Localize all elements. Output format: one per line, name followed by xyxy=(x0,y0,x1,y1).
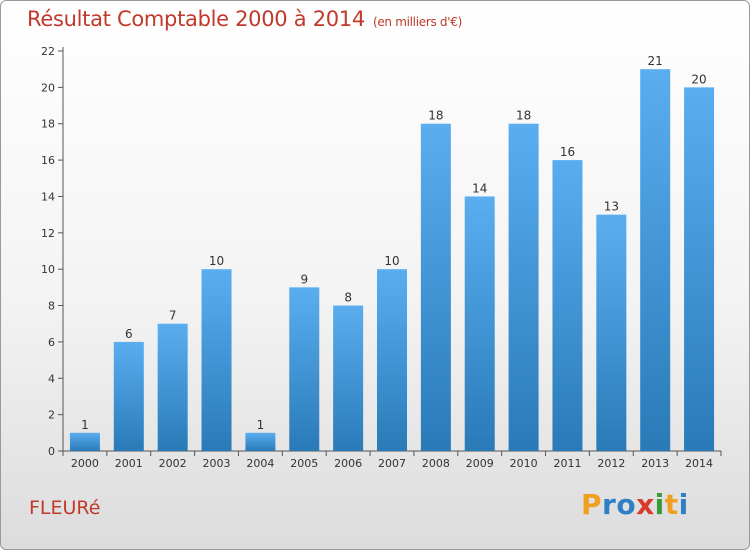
x-tick-label: 2010 xyxy=(510,457,538,470)
y-tick-label: 8 xyxy=(48,300,55,313)
bar-value-label: 10 xyxy=(384,254,399,268)
bar-2010 xyxy=(508,123,539,452)
bar-value-label: 13 xyxy=(604,200,619,214)
bar-value-label: 14 xyxy=(472,181,487,195)
y-tick-label: 10 xyxy=(41,263,55,276)
bar-2002 xyxy=(157,323,188,451)
bar-2005 xyxy=(289,287,320,451)
x-tick-label: 2009 xyxy=(466,457,494,470)
x-tick-label: 2011 xyxy=(553,457,581,470)
bar-2014 xyxy=(684,87,715,451)
y-tick-label: 20 xyxy=(41,81,55,94)
bar-value-label: 1 xyxy=(257,418,265,432)
y-tick-label: 12 xyxy=(41,227,55,240)
logo-letter: r xyxy=(602,488,617,521)
x-tick-label: 2003 xyxy=(203,457,231,470)
bar-2006 xyxy=(333,305,364,451)
bar-value-label: 18 xyxy=(516,109,531,123)
x-tick-label: 2007 xyxy=(378,457,406,470)
bar-2004 xyxy=(245,432,276,451)
bar-2001 xyxy=(113,341,144,451)
y-tick-label: 16 xyxy=(41,154,55,167)
x-tick-label: 2006 xyxy=(334,457,362,470)
x-tick-label: 2005 xyxy=(290,457,318,470)
commune-name: FLEURé xyxy=(29,497,101,519)
logo-letter: i xyxy=(654,488,665,521)
x-tick-label: 2000 xyxy=(71,457,99,470)
bar-2011 xyxy=(552,160,583,451)
bar-value-label: 10 xyxy=(209,254,224,268)
bar-value-label: 6 xyxy=(125,327,133,341)
bar-value-label: 9 xyxy=(300,272,308,286)
bar-2013 xyxy=(640,69,671,451)
y-tick-label: 18 xyxy=(41,118,55,131)
logo-letter: i xyxy=(678,488,689,521)
y-tick-label: 4 xyxy=(48,372,55,385)
bar-value-label: 8 xyxy=(344,291,352,305)
logo-letter: P xyxy=(581,488,603,521)
bar-value-label: 7 xyxy=(169,309,177,323)
bar-value-label: 18 xyxy=(428,109,443,123)
chart-labels: 1 2000 6 2001 7 2002 10 2003 1 2004 9 2005 8 2006 10 20… xyxy=(71,54,713,470)
logo-letter: x xyxy=(636,488,655,521)
bar-value-label: 20 xyxy=(691,72,706,86)
bar-value-label: 21 xyxy=(648,54,663,68)
x-tick-label: 2008 xyxy=(422,457,450,470)
chart-title: Résultat Comptable 2000 à 2014 (en millie… xyxy=(27,7,462,31)
bar-2008 xyxy=(420,123,451,452)
bar-value-label: 1 xyxy=(81,418,89,432)
logo-letter: t xyxy=(664,488,679,521)
x-tick-label: 2013 xyxy=(641,457,669,470)
x-tick-label: 2014 xyxy=(685,457,713,470)
x-tick-label: 2012 xyxy=(597,457,625,470)
x-tick-label: 2001 xyxy=(115,457,143,470)
x-tick-label: 2002 xyxy=(159,457,187,470)
y-tick-label: 14 xyxy=(41,190,55,203)
y-tick-label: 6 xyxy=(48,336,55,349)
bar-2007 xyxy=(377,269,407,451)
bar-value-label: 16 xyxy=(560,145,575,159)
bar-2000 xyxy=(69,432,100,451)
chart-bars xyxy=(69,69,715,452)
y-tick-label: 22 xyxy=(41,45,55,58)
bar-2009 xyxy=(464,196,495,451)
y-tick-label: 0 xyxy=(48,445,55,458)
y-tick-label: 2 xyxy=(48,409,55,422)
bar-2003 xyxy=(201,269,232,451)
logo-letter: o xyxy=(616,488,637,521)
chart-title-text: Résultat Comptable 2000 à 2014 xyxy=(27,7,365,31)
chart-unit-label: (en milliers d'€) xyxy=(372,15,462,29)
x-tick-label: 2004 xyxy=(246,457,274,470)
bar-2012 xyxy=(596,214,627,451)
proxiti-logo[interactable]: Proxiti xyxy=(581,488,689,521)
